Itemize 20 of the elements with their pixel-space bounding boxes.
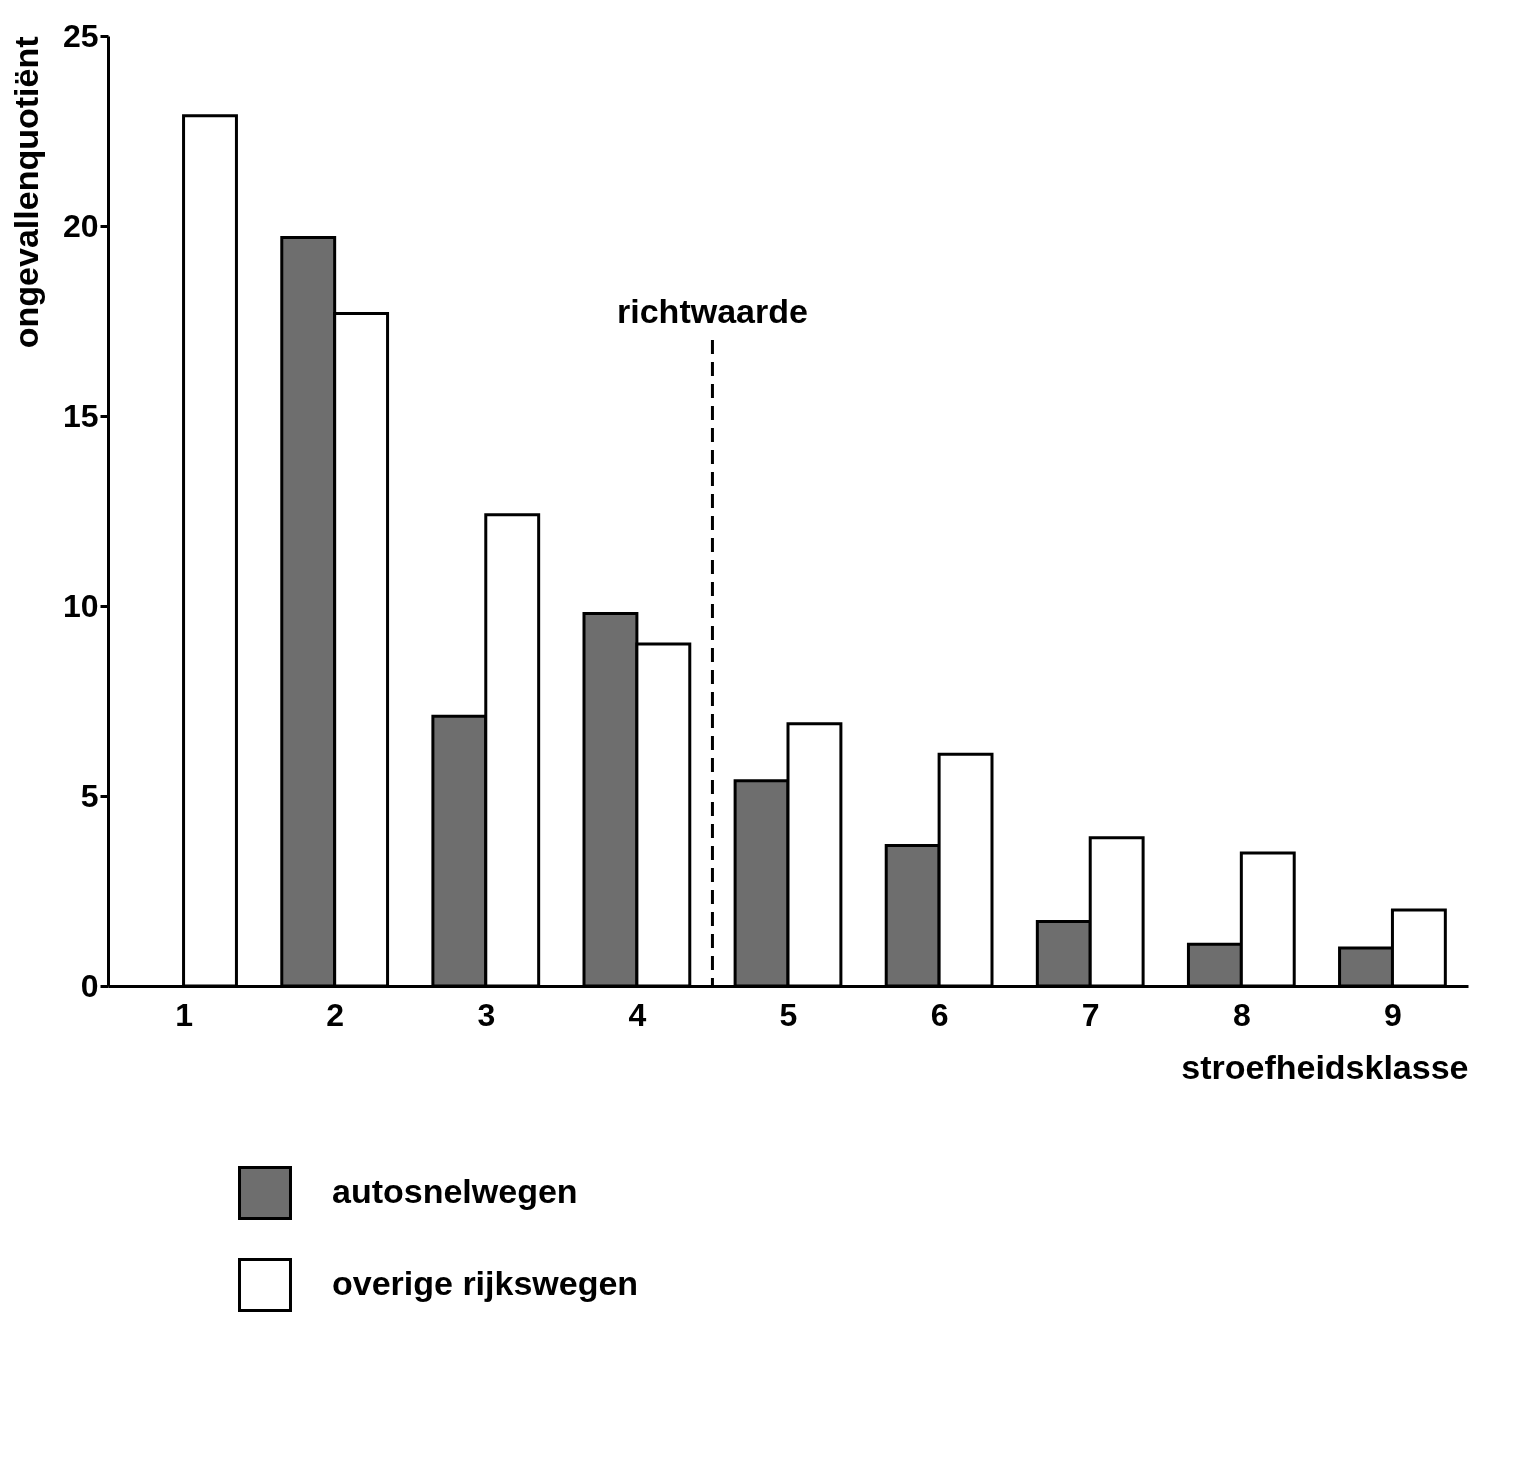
legend-label: overige rijkswegen	[332, 1264, 639, 1302]
x-tick-label: 4	[628, 996, 647, 1033]
x-tick-label: 1	[175, 996, 193, 1033]
x-tick-label: 2	[326, 996, 345, 1033]
x-tick-label: 3	[477, 996, 496, 1033]
legend-label: autosnelwegen	[332, 1172, 578, 1210]
ref-line-label: richtwaarde	[617, 292, 808, 330]
y-tick-label: 5	[80, 777, 99, 814]
y-tick-label: 0	[80, 967, 99, 1004]
x-axis-title: stroefheidsklasse	[1181, 1047, 1469, 1086]
x-tick-label: 7	[1081, 996, 1100, 1033]
y-tick-label: 20	[62, 207, 99, 244]
y-tick-label: 10	[62, 587, 99, 624]
x-tick-label: 8	[1232, 996, 1251, 1033]
y-tick-label: 25	[62, 17, 99, 54]
x-tick-label: 9	[1384, 996, 1402, 1033]
y-tick-label: 15	[62, 397, 99, 434]
y-axis-title: ongevallenquotiënt	[6, 36, 45, 349]
x-tick-label: 5	[779, 996, 798, 1033]
x-tick-label: 6	[930, 996, 949, 1033]
